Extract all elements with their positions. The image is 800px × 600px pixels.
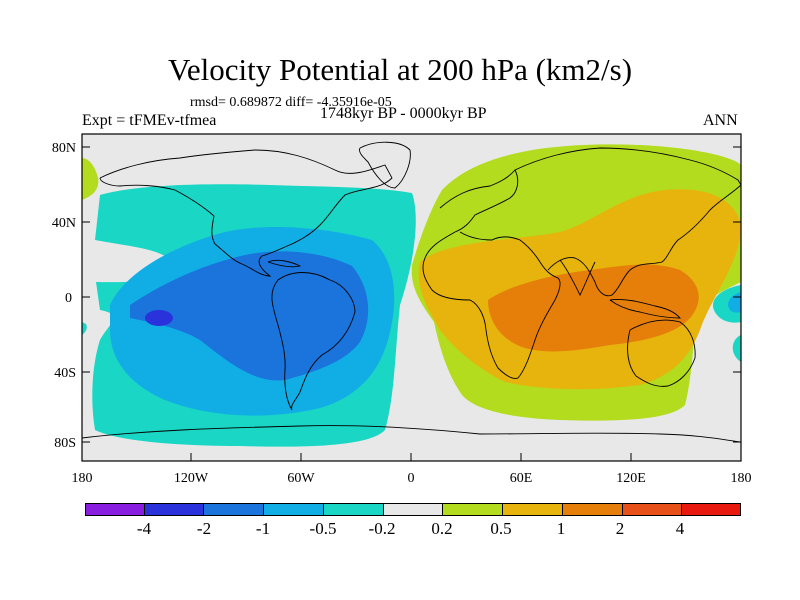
lon-label: 120W [174,471,209,486]
colorbar-segment [204,503,265,516]
coast-europe-africa [422,169,561,379]
colorbar-segment [443,503,504,516]
contour-field [82,134,741,461]
contour-m2 [145,310,173,326]
coast-north-america [99,149,393,277]
colorbar-label: 1 [556,519,566,538]
coast-antarctica [82,425,741,443]
experiment-label: Expt = tFMEv-tfmea [82,112,217,129]
stats-line: rmsd= 0.689872 diff= -4.35916e-05 [190,95,392,110]
colorbar-label: -1 [255,519,271,538]
colorbar-frame [85,503,741,516]
coast-indonesia [609,299,681,319]
contour-west-m02 [82,322,87,335]
colorbar-label: -2 [196,519,212,538]
lon-label: 180 [72,471,93,486]
coast-india [559,259,596,297]
colorbar-label: 4 [675,519,685,538]
colorbar-label: 0.2 [431,519,453,538]
colorbar-segment [144,503,205,516]
lat-label: 80S [54,436,76,451]
coast-australia [627,319,696,387]
coast-greenland [359,141,411,189]
colorbar-segment [323,503,384,516]
lat-label: 80N [52,141,76,156]
coast-south-america [271,272,356,411]
coast-asia [514,147,741,297]
contour-west-p02 [82,158,99,200]
colorbar-label: -0.2 [368,519,396,538]
colorbar-label: 2 [615,519,625,538]
colorbar-label: 0.5 [490,519,512,538]
axis-ticks [82,146,741,461]
lon-label: 120E [616,471,646,486]
contour-p1 [488,264,699,352]
season-label: ANN [703,112,738,129]
colorbar-segment [562,503,623,516]
colorbar-segment [383,503,444,516]
lat-label: 0 [65,291,72,306]
contour-east-m02b [732,335,741,362]
contour-m1 [130,251,369,381]
map-title: Velocity Potential at 200 hPa (km2/s) [167,52,633,87]
period-label: 1748kyr BP - 0000kyr BP [320,105,487,122]
colorbar-segment [622,503,683,516]
coast-cuba [267,259,302,268]
lon-label: 0 [408,471,415,486]
lon-label: 60W [287,471,315,486]
lat-label: 40S [54,366,76,381]
colorbar-segment [85,503,145,516]
colorbar-label: -0.5 [309,519,337,538]
lon-label: 180 [731,471,752,486]
colorbar-segment [682,503,742,516]
colorbar-segment [264,503,324,516]
coastlines [82,141,741,443]
lon-label: 60E [510,471,533,486]
colorbar-segment [503,503,563,516]
contour-east-m02 [712,285,741,323]
colorbar-label: -4 [136,519,152,538]
colorbar [85,503,742,516]
lat-label: 40N [52,216,76,231]
